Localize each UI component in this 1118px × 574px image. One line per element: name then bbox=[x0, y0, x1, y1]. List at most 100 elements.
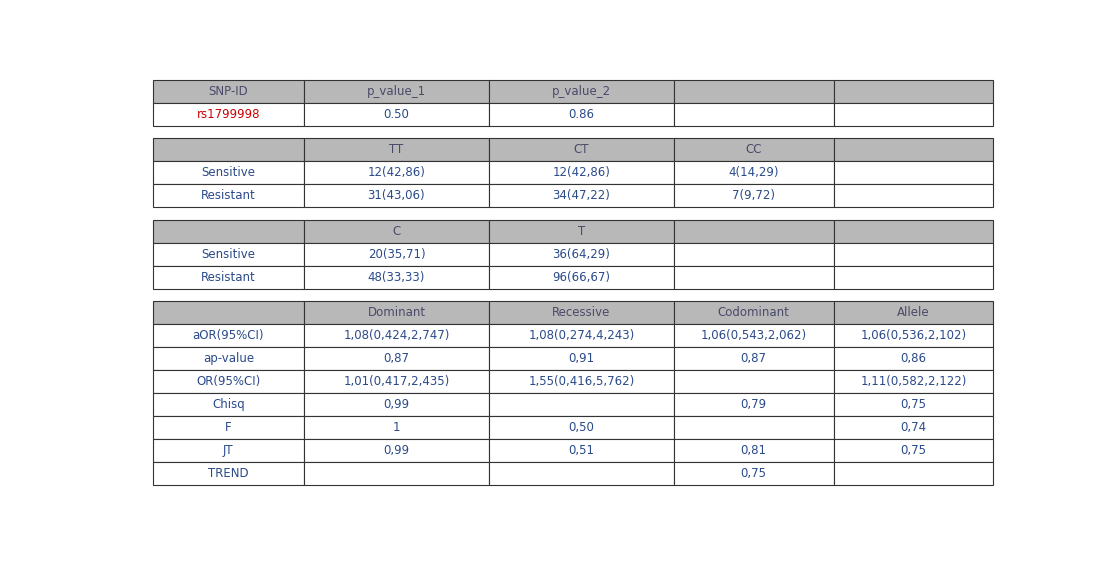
Text: 7(9,72): 7(9,72) bbox=[732, 189, 775, 202]
Text: 12(42,86): 12(42,86) bbox=[552, 166, 610, 179]
Bar bbox=[834, 347, 993, 370]
Text: SNP-ID: SNP-ID bbox=[209, 85, 248, 98]
Text: 96(66,67): 96(66,67) bbox=[552, 270, 610, 284]
Text: CT: CT bbox=[574, 144, 589, 156]
Text: 0,79: 0,79 bbox=[740, 398, 767, 411]
Text: 0,51: 0,51 bbox=[568, 444, 595, 457]
Text: p_value_2: p_value_2 bbox=[552, 85, 610, 98]
Bar bbox=[489, 161, 674, 184]
Bar bbox=[304, 462, 489, 485]
Bar bbox=[304, 138, 489, 161]
Text: 1,11(0,582,2,122): 1,11(0,582,2,122) bbox=[860, 375, 967, 388]
Bar bbox=[834, 462, 993, 485]
Bar bbox=[153, 439, 304, 462]
Text: aOR(95%CI): aOR(95%CI) bbox=[192, 329, 264, 342]
Bar bbox=[834, 220, 993, 243]
Bar bbox=[489, 243, 674, 266]
Bar bbox=[489, 184, 674, 207]
Text: 34(47,22): 34(47,22) bbox=[552, 189, 610, 202]
Bar bbox=[489, 439, 674, 462]
Text: 0,81: 0,81 bbox=[740, 444, 767, 457]
Text: 0,50: 0,50 bbox=[568, 421, 595, 434]
Text: 0,87: 0,87 bbox=[383, 352, 409, 365]
Text: Codominant: Codominant bbox=[718, 306, 789, 319]
Bar bbox=[834, 324, 993, 347]
Text: TREND: TREND bbox=[208, 467, 248, 480]
Text: 0,86: 0,86 bbox=[900, 352, 927, 365]
Bar bbox=[674, 301, 834, 324]
Bar bbox=[304, 301, 489, 324]
Bar bbox=[834, 393, 993, 416]
Bar bbox=[304, 103, 489, 126]
Text: 20(35,71): 20(35,71) bbox=[368, 247, 425, 261]
Bar bbox=[304, 393, 489, 416]
Bar bbox=[674, 266, 834, 289]
Text: Resistant: Resistant bbox=[201, 270, 256, 284]
Text: rs1799998: rs1799998 bbox=[197, 108, 260, 121]
Bar bbox=[489, 393, 674, 416]
Text: 1,01(0,417,2,435): 1,01(0,417,2,435) bbox=[343, 375, 449, 388]
Bar bbox=[674, 161, 834, 184]
Text: 1,08(0,424,2,747): 1,08(0,424,2,747) bbox=[343, 329, 449, 342]
Bar bbox=[674, 103, 834, 126]
Text: 1,06(0,536,2,102): 1,06(0,536,2,102) bbox=[860, 329, 966, 342]
Bar bbox=[304, 243, 489, 266]
Bar bbox=[674, 439, 834, 462]
Text: 31(43,06): 31(43,06) bbox=[368, 189, 425, 202]
Text: 1,55(0,416,5,762): 1,55(0,416,5,762) bbox=[528, 375, 635, 388]
Text: p_value_1: p_value_1 bbox=[367, 85, 426, 98]
Bar bbox=[153, 138, 304, 161]
Bar bbox=[304, 439, 489, 462]
Text: 1,06(0,543,2,062): 1,06(0,543,2,062) bbox=[701, 329, 807, 342]
Text: 0,99: 0,99 bbox=[383, 444, 409, 457]
Bar bbox=[304, 324, 489, 347]
Bar bbox=[834, 266, 993, 289]
Bar bbox=[153, 103, 304, 126]
Bar bbox=[674, 393, 834, 416]
Text: 12(42,86): 12(42,86) bbox=[368, 166, 426, 179]
Text: Recessive: Recessive bbox=[552, 306, 610, 319]
Text: 0,99: 0,99 bbox=[383, 398, 409, 411]
Bar bbox=[674, 184, 834, 207]
Text: C: C bbox=[392, 224, 400, 238]
Text: 0,87: 0,87 bbox=[740, 352, 767, 365]
Text: 0,74: 0,74 bbox=[900, 421, 927, 434]
Text: F: F bbox=[225, 421, 231, 434]
Bar bbox=[674, 462, 834, 485]
Text: Dominant: Dominant bbox=[368, 306, 426, 319]
Text: 0.50: 0.50 bbox=[383, 108, 409, 121]
Bar bbox=[153, 324, 304, 347]
Text: Resistant: Resistant bbox=[201, 189, 256, 202]
Bar bbox=[834, 243, 993, 266]
Bar bbox=[304, 161, 489, 184]
Bar bbox=[153, 462, 304, 485]
Bar bbox=[489, 370, 674, 393]
Bar bbox=[489, 462, 674, 485]
Bar bbox=[153, 243, 304, 266]
Text: Allele: Allele bbox=[897, 306, 930, 319]
Bar bbox=[674, 324, 834, 347]
Text: Sensitive: Sensitive bbox=[201, 247, 255, 261]
Bar bbox=[304, 266, 489, 289]
Bar bbox=[304, 347, 489, 370]
Text: Sensitive: Sensitive bbox=[201, 166, 255, 179]
Text: Chisq: Chisq bbox=[212, 398, 245, 411]
Bar bbox=[489, 103, 674, 126]
Text: 4(14,29): 4(14,29) bbox=[729, 166, 779, 179]
Bar bbox=[304, 220, 489, 243]
Bar bbox=[489, 324, 674, 347]
Bar bbox=[834, 370, 993, 393]
Bar bbox=[674, 138, 834, 161]
Bar bbox=[489, 220, 674, 243]
Bar bbox=[304, 416, 489, 439]
Text: 48(33,33): 48(33,33) bbox=[368, 270, 425, 284]
Bar bbox=[153, 220, 304, 243]
Bar bbox=[834, 103, 993, 126]
Bar bbox=[674, 370, 834, 393]
Bar bbox=[674, 243, 834, 266]
Bar bbox=[153, 301, 304, 324]
Bar bbox=[834, 138, 993, 161]
Text: TT: TT bbox=[389, 144, 404, 156]
Bar bbox=[834, 184, 993, 207]
Bar bbox=[489, 138, 674, 161]
